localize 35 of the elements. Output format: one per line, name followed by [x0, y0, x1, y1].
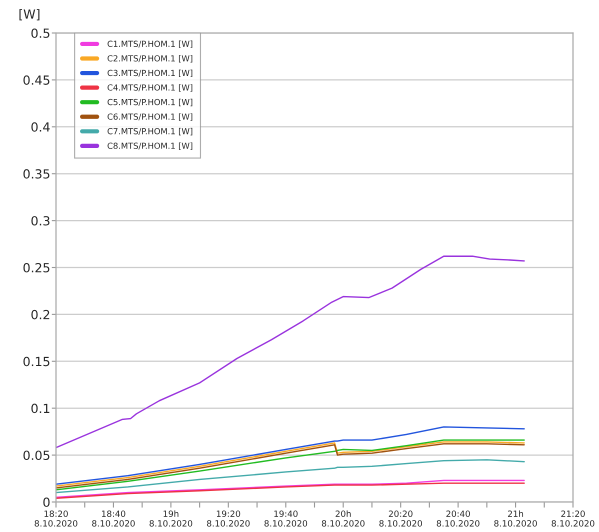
y-tick-label: 0.45	[23, 75, 50, 85]
line-series	[56, 426, 525, 485]
x-tick-label: 20:20 8.10.2020	[379, 510, 422, 527]
y-axis-title: [W]	[19, 9, 40, 20]
x-tick-label: 21:20 8.10.2020	[552, 510, 594, 527]
y-tick-label: 0.15	[23, 356, 50, 366]
legend-label: C5.MTS/P.HOM.1 [W]	[108, 98, 192, 106]
y-tick-label: 0.05	[23, 450, 50, 460]
legend-label: C7.MTS/P.HOM.1 [W]	[108, 128, 192, 136]
x-tick-label: 19:20 8.10.2020	[207, 510, 250, 527]
x-tick-label: 18:20 8.10.2020	[34, 510, 78, 527]
y-tick-label: 0	[43, 497, 50, 507]
legend-label: C1.MTS/P.HOM.1 [W]	[108, 40, 192, 48]
legend-label: C3.MTS/P.HOM.1 [W]	[108, 70, 192, 78]
line-series	[56, 459, 525, 494]
y-tick-label: 0.1	[31, 404, 50, 414]
x-tick-label: 19h 8.10.2020	[150, 510, 192, 527]
line-series	[56, 480, 525, 498]
y-tick-label: 0.3	[31, 216, 50, 226]
y-tick-label: 0.4	[31, 122, 50, 132]
legend-label: C8.MTS/P.HOM.1 [W]	[108, 142, 192, 150]
x-tick-label: 19:40 8.10.2020	[264, 510, 308, 527]
x-tick-label: 20h 8.10.2020	[322, 510, 365, 527]
x-tick-label: 21h 8.10.2020	[494, 510, 537, 527]
x-tick-label: 20:40 8.10.2020	[436, 510, 480, 527]
line-series	[56, 482, 525, 499]
y-tick-label: 0.2	[31, 310, 50, 320]
x-tick-label: 18:40 8.10.2020	[92, 510, 135, 527]
legend-label: C2.MTS/P.HOM.1 [W]	[108, 55, 192, 62]
y-tick-label: 0.35	[23, 169, 50, 179]
line-series	[56, 256, 525, 448]
y-tick-label: 0.5	[31, 28, 50, 38]
legend-label: C6.MTS/P.HOM.1 [W]	[108, 113, 192, 121]
y-tick-label: 0.25	[23, 262, 50, 272]
legend-label: C4.MTS/P.HOM.1 [W]	[108, 84, 192, 92]
